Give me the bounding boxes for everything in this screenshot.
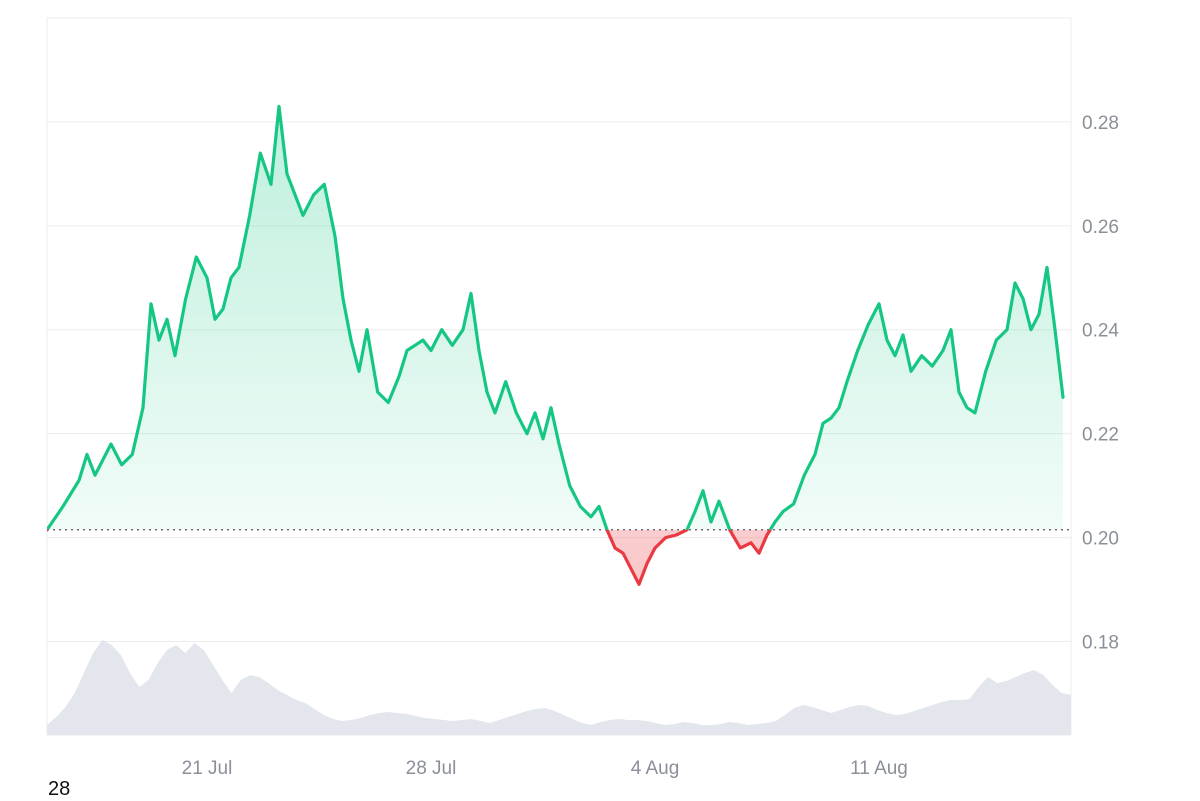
x-tick-label: 21 Jul xyxy=(182,758,233,779)
x-axis-ticks: 21 Jul 28 Jul 4 Aug 11 Aug xyxy=(182,758,908,779)
y-tick-label: 0.28 xyxy=(1082,113,1119,134)
y-tick-label: 0.22 xyxy=(1082,425,1119,446)
y-tick-label: 0.18 xyxy=(1082,632,1119,653)
y-tick-label: 0.26 xyxy=(1082,217,1119,238)
y-tick-label: 0.24 xyxy=(1082,321,1119,342)
volume-series xyxy=(47,640,1071,735)
price-area-fills xyxy=(47,106,1063,584)
volume-area xyxy=(47,640,1071,735)
y-tick-label: 0.20 xyxy=(1082,529,1119,550)
x-tick-label: 4 Aug xyxy=(631,758,680,779)
x-tick-label: 28 Jul xyxy=(406,758,457,779)
y-axis-ticks: 0.18 0.20 0.22 0.24 0.26 0.28 xyxy=(1082,113,1119,654)
price-area-up xyxy=(47,106,1063,584)
x-tick-label: 11 Aug xyxy=(850,758,908,779)
footer-note: 28 xyxy=(48,778,70,801)
